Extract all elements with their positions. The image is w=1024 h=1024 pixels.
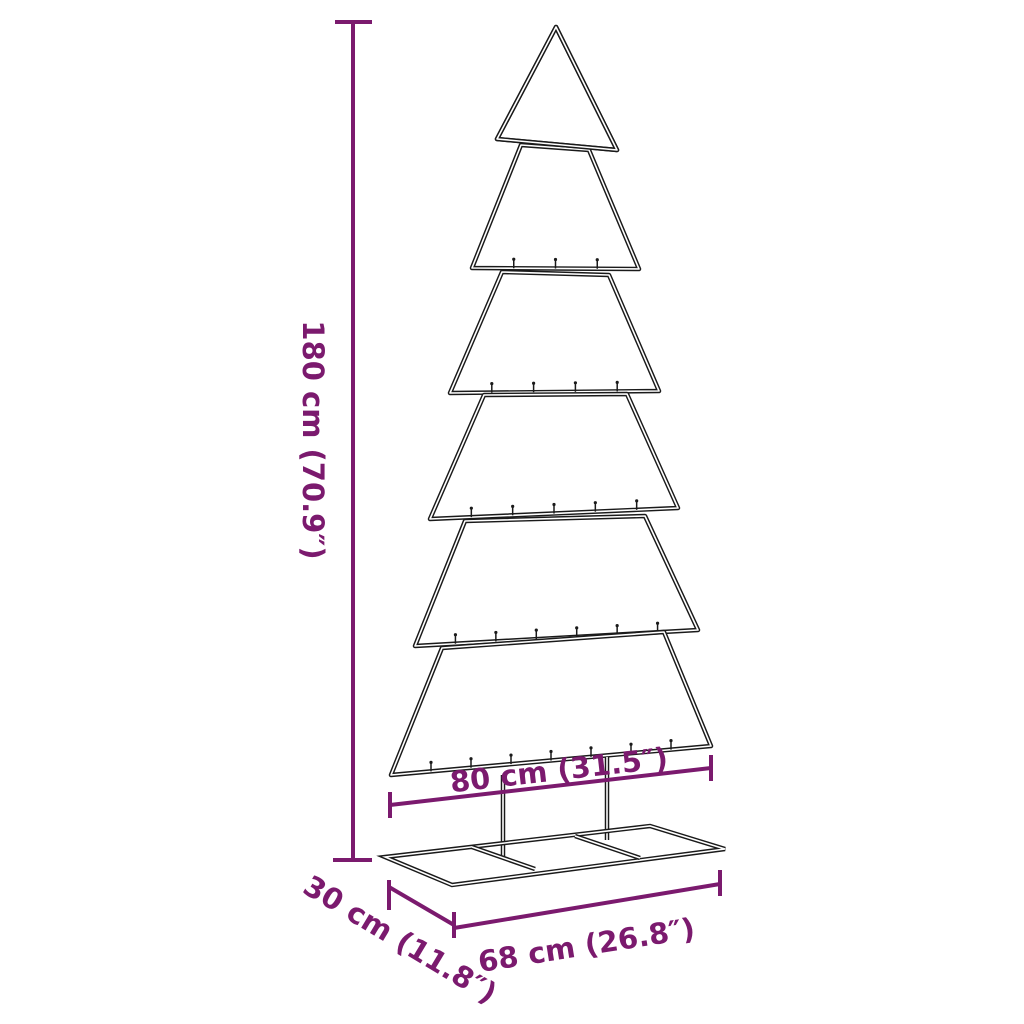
- hook-head: [549, 749, 553, 754]
- stand-crossbar-left-inner: [471, 846, 536, 870]
- hook-head: [469, 506, 473, 510]
- hook-head: [494, 630, 498, 635]
- base-length-label: 68 cm (26.8″): [476, 911, 698, 979]
- hook-head: [509, 753, 513, 757]
- width-dimension-line: [389, 766, 712, 807]
- tree-tier-1-inner: [496, 26, 618, 151]
- tree-tier-1-inner: [496, 26, 618, 151]
- hook-head: [511, 504, 515, 508]
- base-depth-label: 30 cm (11.8″): [298, 868, 503, 1010]
- hook-head: [429, 760, 433, 764]
- tree-tier-5-inner: [414, 515, 699, 647]
- hook-head: [655, 621, 660, 625]
- hook-head: [534, 628, 538, 632]
- hook-head: [589, 746, 593, 750]
- hook-head: [532, 381, 536, 385]
- stand-crossbar-right-inner: [574, 835, 641, 859]
- hook-head: [469, 757, 473, 761]
- hook-head: [573, 381, 578, 385]
- tree-tier-1: [494, 24, 620, 153]
- hook-head: [512, 257, 516, 261]
- hook-head: [593, 501, 597, 505]
- hook-head: [635, 499, 639, 503]
- hook-head: [595, 258, 599, 262]
- depth-dimension-line: [387, 885, 456, 927]
- hook-head: [615, 623, 619, 628]
- hook-head: [490, 382, 494, 386]
- height-label: 180 cm (70.9″): [296, 320, 330, 559]
- hook-head: [453, 633, 458, 637]
- hook-head: [575, 626, 579, 630]
- length-dimension-line: [453, 882, 721, 930]
- tree-tier-4-inner: [429, 393, 679, 520]
- hook-head: [629, 742, 633, 746]
- hook-head: [669, 739, 673, 743]
- hook-head: [615, 380, 619, 384]
- tree-tier-3: [447, 269, 662, 396]
- tree-tier-2-inner: [471, 144, 640, 270]
- tree-width-label: 80 cm (31.5″): [448, 741, 669, 800]
- stand-base-frame-inner: [381, 825, 726, 886]
- tree-tier-5: [412, 513, 701, 649]
- tree-tier-1: [494, 24, 620, 153]
- tree-tier-3-inner: [449, 271, 660, 394]
- hook-head: [552, 502, 556, 507]
- tree-tier-6-inner: [390, 631, 712, 776]
- hook-head: [553, 257, 558, 262]
- tree-tier-4: [427, 391, 681, 522]
